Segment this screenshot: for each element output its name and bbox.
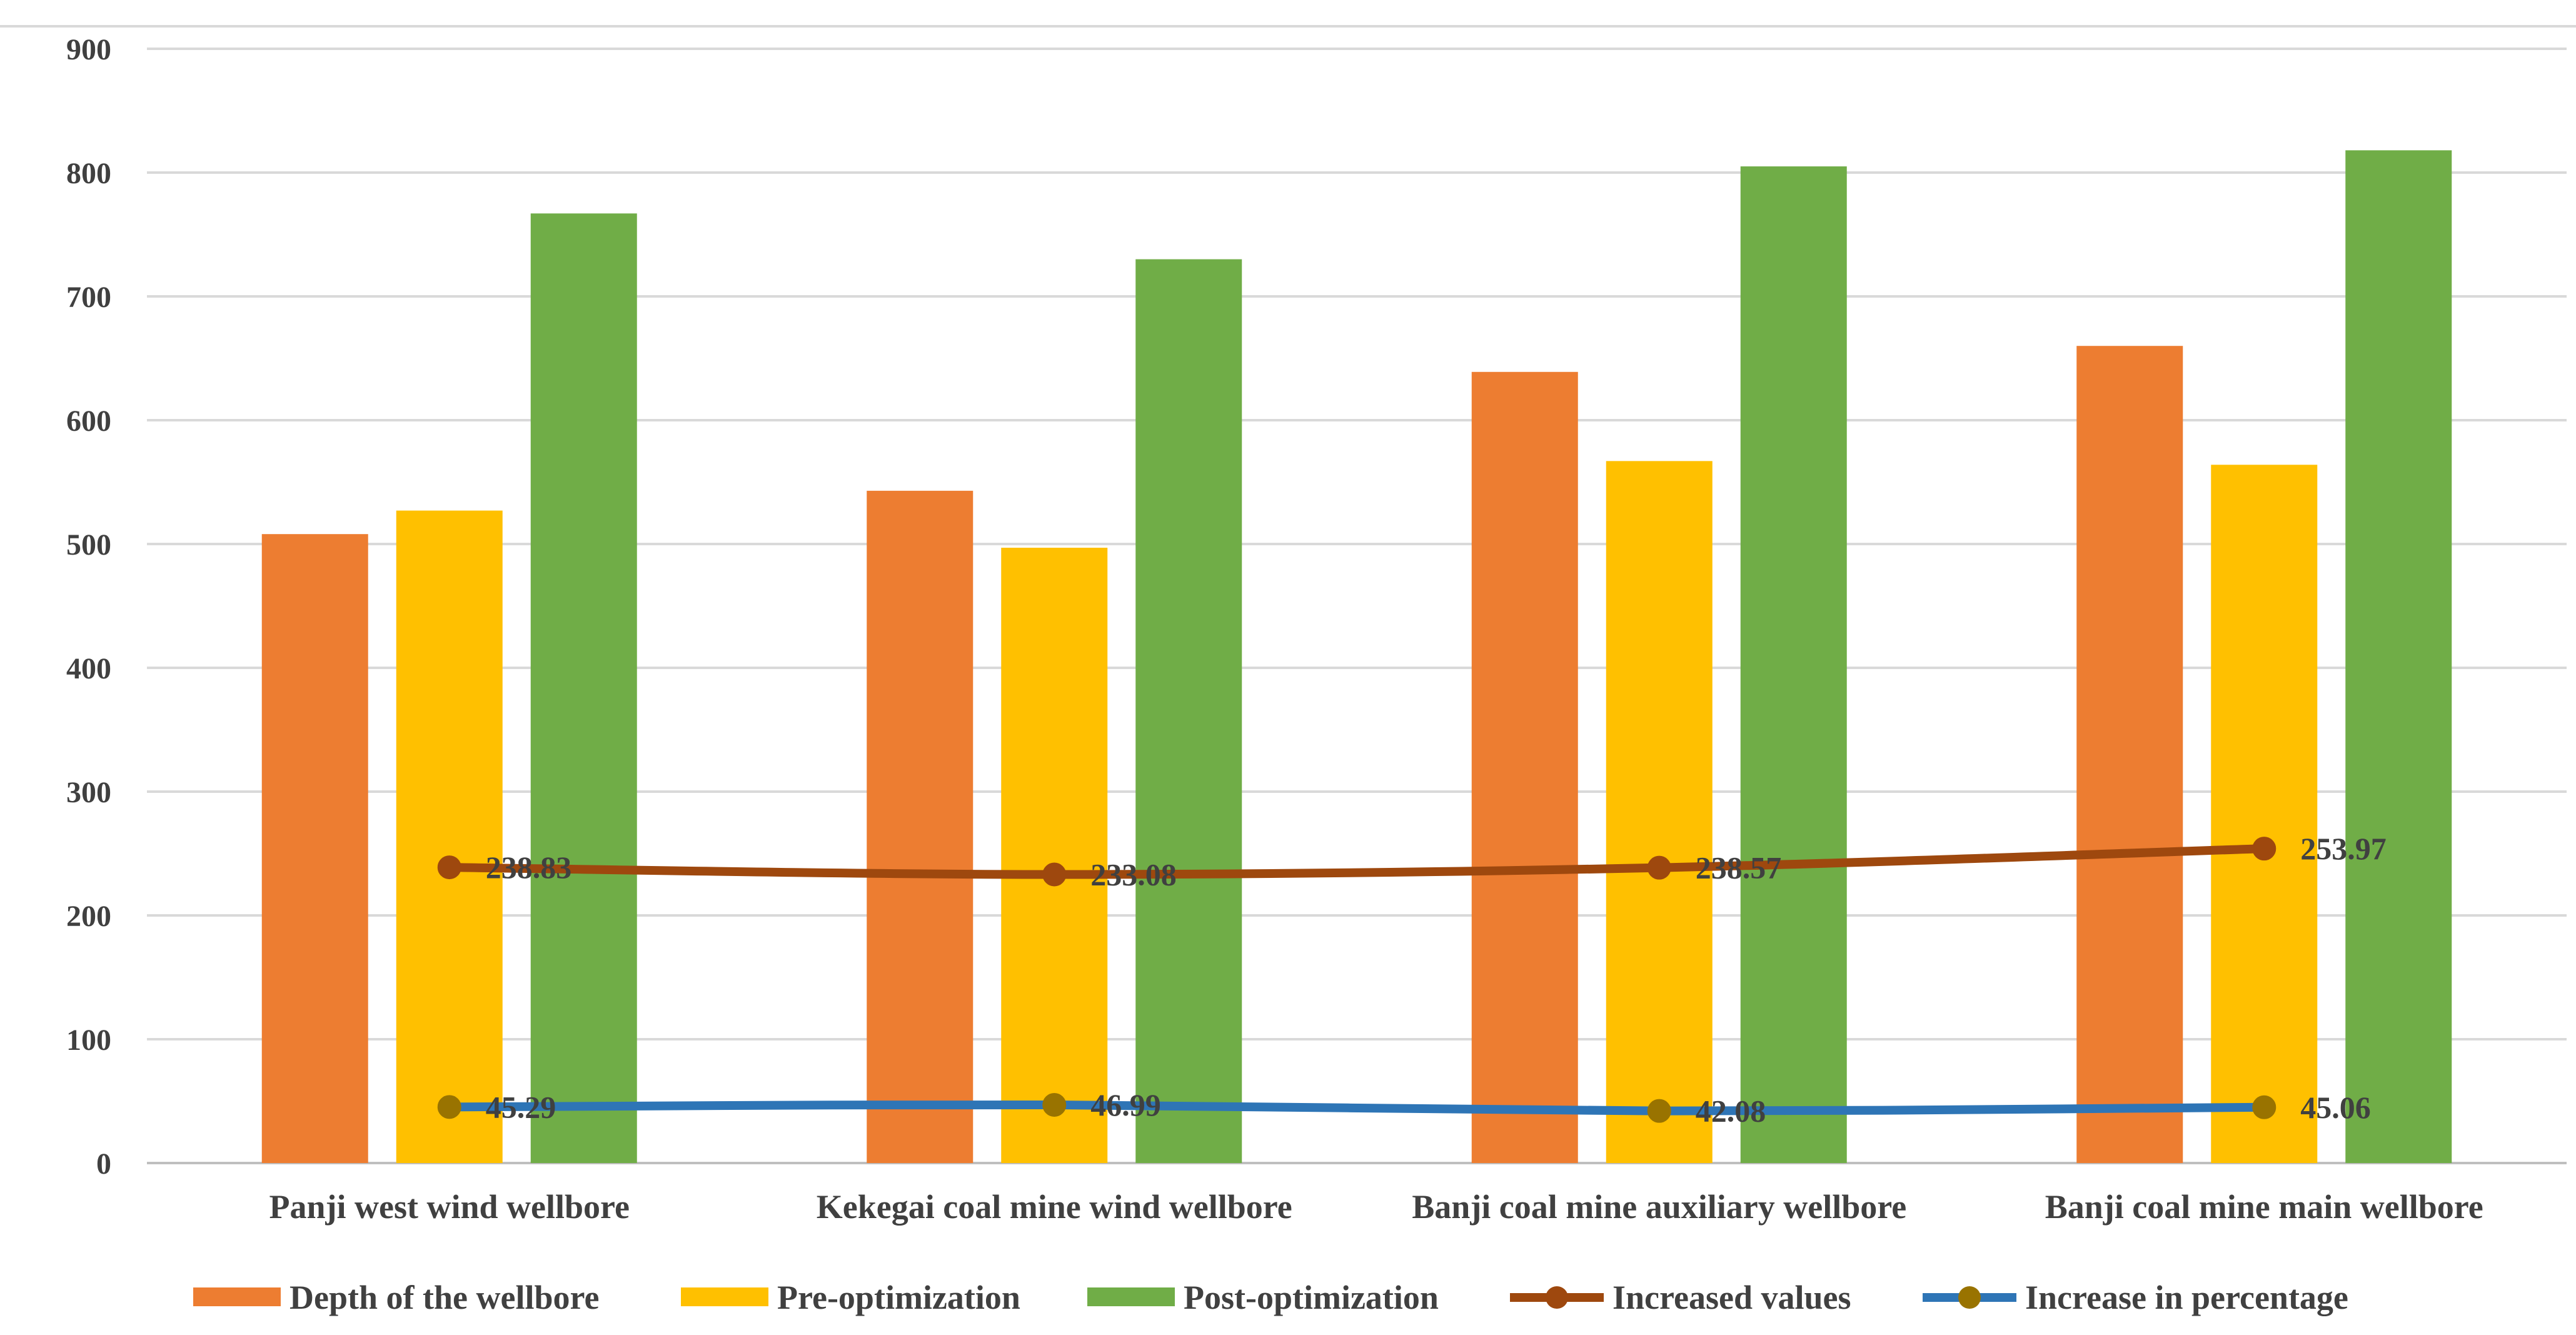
- y-tick-label-900: 900: [66, 33, 111, 66]
- y-tick-label-0: 0: [96, 1147, 111, 1181]
- bar-depth-of-the-wellbore-kekegai-coal-mine-wind-wellbore: [867, 490, 974, 1163]
- bar-post-optimization-banji-coal-mine-auxiliary-wellbore: [1740, 166, 1847, 1164]
- data-label-increase-in-percentage-3: 42.08: [1696, 1094, 1766, 1129]
- x-tick-label-banji-coal-mine-main-wellbore: Banji coal mine main wellbore: [2045, 1188, 2483, 1226]
- line-increased-values: [445, 844, 2269, 879]
- marker-increase-in-percentage-2: [1042, 1092, 1067, 1117]
- legend-swatch-depth-of-the-wellbore: [193, 1287, 281, 1306]
- line-series: 238.83 233.08 238.57 253.97 45.29 46.99 42.08 4…: [437, 831, 2387, 1129]
- x-axis-labels: Panji west wind wellbore Kekegai coal min…: [269, 1188, 2483, 1226]
- y-tick-label-300: 300: [66, 776, 111, 809]
- y-tick-label-100: 100: [66, 1024, 111, 1057]
- y-tick-label-800: 800: [66, 157, 111, 190]
- x-tick-label-banji-coal-mine-auxiliary-wellbore: Banji coal mine auxiliary wellbore: [1412, 1188, 1906, 1226]
- legend-swatch-pre-optimization: [681, 1287, 768, 1306]
- legend-label-increased-values: Increased values: [1613, 1279, 1851, 1316]
- marker-increase-in-percentage-4: [2252, 1095, 2277, 1119]
- bar-post-optimization-banji-coal-mine-main-wellbore: [2345, 150, 2452, 1164]
- x-tick-label-panji-west-wind-wellbore: Panji west wind wellbore: [269, 1188, 630, 1226]
- marker-increase-in-percentage-1: [437, 1095, 461, 1119]
- bar-depth-of-the-wellbore-banji-coal-mine-auxiliary-wellbore: [1471, 371, 1578, 1163]
- y-tick-label-500: 500: [66, 528, 111, 562]
- data-label-increase-in-percentage-4: 45.06: [2300, 1090, 2371, 1125]
- line-increase-in-percentage: [445, 1100, 2269, 1116]
- bar-pre-optimization-banji-coal-mine-auxiliary-wellbore: [1606, 461, 1713, 1163]
- legend-marker-increase-in-percentage: [1958, 1286, 1981, 1309]
- bar-pre-optimization-panji-west-wind-wellbore: [396, 510, 503, 1163]
- bar-series: [261, 150, 2452, 1164]
- y-tick-label-700: 700: [66, 281, 111, 314]
- data-label-increased-values-3: 238.57: [1696, 850, 1782, 885]
- bar-pre-optimization-kekegai-coal-mine-wind-wellbore: [1001, 547, 1108, 1163]
- bar-post-optimization-panji-west-wind-wellbore: [530, 213, 637, 1164]
- marker-increased-values-2: [1042, 862, 1067, 887]
- gridlines: [147, 48, 2567, 1164]
- x-tick-label-kekegai-coal-mine-wind-wellbore: Kekegai coal mine wind wellbore: [817, 1188, 1292, 1226]
- y-axis-ticks: 0 100 200 300 400 500 600 700 800 900: [66, 33, 111, 1181]
- marker-increased-values-3: [1647, 855, 1671, 880]
- data-label-increased-values-4: 253.97: [2300, 831, 2387, 866]
- bar-post-optimization-kekegai-coal-mine-wind-wellbore: [1135, 259, 1242, 1164]
- data-label-increased-values-1: 238.83: [486, 850, 572, 885]
- data-label-increased-values-2: 233.08: [1090, 857, 1177, 892]
- bar-depth-of-the-wellbore-panji-west-wind-wellbore: [261, 534, 368, 1163]
- marker-increase-in-percentage-3: [1647, 1099, 1671, 1123]
- bar-pre-optimization-banji-coal-mine-main-wellbore: [2211, 465, 2318, 1163]
- legend-label-increase-in-percentage: Increase in percentage: [2025, 1279, 2348, 1316]
- data-label-increase-in-percentage-1: 45.29: [486, 1089, 556, 1124]
- y-tick-label-600: 600: [66, 405, 111, 438]
- bar-depth-of-the-wellbore-banji-coal-mine-main-wellbore: [2076, 346, 2183, 1164]
- data-label-increase-in-percentage-2: 46.99: [1090, 1087, 1161, 1122]
- legend: Depth of the wellbore Pre-optimization Pos…: [193, 1279, 2348, 1316]
- legend-marker-increased-values: [1546, 1286, 1568, 1309]
- legend-swatch-post-optimization: [1087, 1287, 1175, 1306]
- marker-increased-values-4: [2252, 837, 2277, 861]
- y-tick-label-200: 200: [66, 900, 111, 933]
- legend-label-pre-optimization: Pre-optimization: [777, 1279, 1020, 1316]
- marker-increased-values-1: [437, 855, 461, 880]
- y-tick-label-400: 400: [66, 652, 111, 685]
- legend-label-post-optimization: Post-optimization: [1184, 1279, 1439, 1316]
- legend-label-depth-of-the-wellbore: Depth of the wellbore: [289, 1279, 599, 1316]
